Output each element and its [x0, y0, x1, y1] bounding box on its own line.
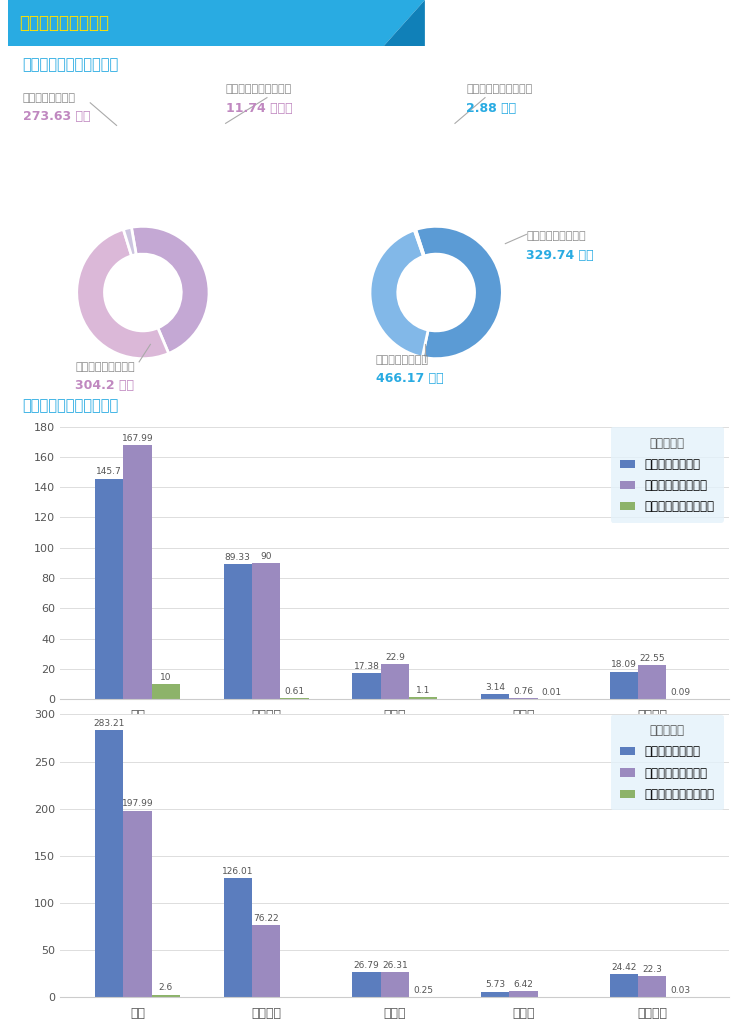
Text: 1.1: 1.1: [416, 687, 430, 695]
Bar: [95, 478, 123, 699]
Bar: [381, 972, 409, 997]
Text: 304.2 亿元: 304.2 亿元: [75, 379, 134, 393]
Polygon shape: [376, 0, 425, 46]
Text: 197.99: 197.99: [122, 800, 153, 808]
Wedge shape: [123, 227, 136, 256]
Text: 283.21: 283.21: [93, 719, 125, 728]
Bar: [610, 671, 638, 699]
Bar: [381, 664, 409, 699]
Text: 市本级三本预算分区情况: 市本级三本预算分区情况: [23, 399, 119, 413]
Text: 0.61: 0.61: [284, 687, 305, 696]
Text: 国有资本经营预算收入: 国有资本经营预算收入: [226, 84, 292, 95]
Text: 76.22: 76.22: [253, 914, 279, 923]
Text: 0.25: 0.25: [413, 986, 433, 995]
Text: 273.63 亿元: 273.63 亿元: [23, 110, 90, 123]
Legend: 一般公共预算收入, 政府性基金预算收入, 国有资本经营预算收入: 一般公共预算收入, 政府性基金预算收入, 国有资本经营预算收入: [611, 427, 723, 523]
Bar: [638, 665, 666, 699]
Wedge shape: [370, 230, 428, 357]
Text: 政府性基金预算收入: 政府性基金预算收入: [75, 362, 135, 372]
Text: 22.55: 22.55: [639, 654, 665, 663]
Text: 89.33: 89.33: [225, 553, 250, 561]
Text: 市本级财政收支预算: 市本级财政收支预算: [19, 14, 109, 32]
Text: 26.31: 26.31: [382, 961, 408, 970]
Text: 一般公共预算收入: 一般公共预算收入: [23, 93, 75, 103]
Bar: [252, 925, 280, 997]
Bar: [353, 971, 381, 997]
Text: 2.6: 2.6: [159, 984, 173, 992]
Text: 26.79: 26.79: [353, 960, 379, 969]
Bar: [123, 445, 152, 699]
Wedge shape: [416, 226, 502, 359]
Text: 17.38: 17.38: [353, 662, 380, 670]
Bar: [252, 563, 280, 699]
Text: 329.74 亿元: 329.74 亿元: [526, 249, 594, 262]
Bar: [8, 0, 384, 46]
Text: 0.09: 0.09: [671, 688, 690, 697]
Bar: [223, 878, 252, 997]
Bar: [481, 694, 509, 699]
Wedge shape: [77, 229, 168, 359]
Text: 3.14: 3.14: [485, 684, 505, 692]
Bar: [152, 684, 180, 699]
Bar: [638, 977, 666, 997]
Wedge shape: [414, 229, 424, 256]
Bar: [481, 992, 509, 997]
Wedge shape: [132, 226, 209, 354]
Text: 10: 10: [160, 672, 171, 682]
Legend: 一般公共预算支出, 政府性基金预算支出, 国有资本经营预算支出: 一般公共预算支出, 政府性基金预算支出, 国有资本经营预算支出: [611, 714, 723, 810]
Text: 0.76: 0.76: [514, 687, 534, 696]
Text: 167.99: 167.99: [122, 434, 153, 443]
Bar: [353, 672, 381, 699]
Text: 126.01: 126.01: [222, 868, 253, 876]
Text: 政府性基金预算支出: 政府性基金预算支出: [526, 231, 586, 242]
Text: 5.73: 5.73: [485, 981, 505, 990]
Text: 22.3: 22.3: [642, 965, 663, 974]
Bar: [409, 697, 437, 699]
Bar: [152, 995, 180, 997]
Bar: [223, 563, 252, 699]
Bar: [610, 975, 638, 997]
Text: 0.01: 0.01: [541, 688, 562, 697]
Bar: [95, 730, 123, 997]
Polygon shape: [384, 0, 425, 46]
Bar: [509, 698, 538, 699]
Text: 0.03: 0.03: [671, 986, 690, 995]
Text: 国有资本经营预算支出: 国有资本经营预算支出: [466, 84, 532, 95]
Text: 22.9: 22.9: [385, 653, 405, 662]
Text: 6.42: 6.42: [514, 980, 533, 989]
Text: 18.09: 18.09: [611, 660, 637, 669]
Text: 145.7: 145.7: [96, 468, 122, 476]
Text: 2.88 亿元: 2.88 亿元: [466, 102, 517, 115]
Text: 90: 90: [260, 552, 271, 560]
Text: 24.42: 24.42: [611, 963, 637, 971]
Bar: [123, 811, 152, 997]
Text: 466.17 亿元: 466.17 亿元: [376, 372, 444, 386]
Text: 市本级三本预算总体情况: 市本级三本预算总体情况: [23, 58, 119, 72]
Bar: [509, 991, 538, 997]
Text: 一般公共预算支出: 一般公共预算支出: [376, 355, 429, 365]
Text: 11.74 亿亿元: 11.74 亿亿元: [226, 102, 293, 115]
